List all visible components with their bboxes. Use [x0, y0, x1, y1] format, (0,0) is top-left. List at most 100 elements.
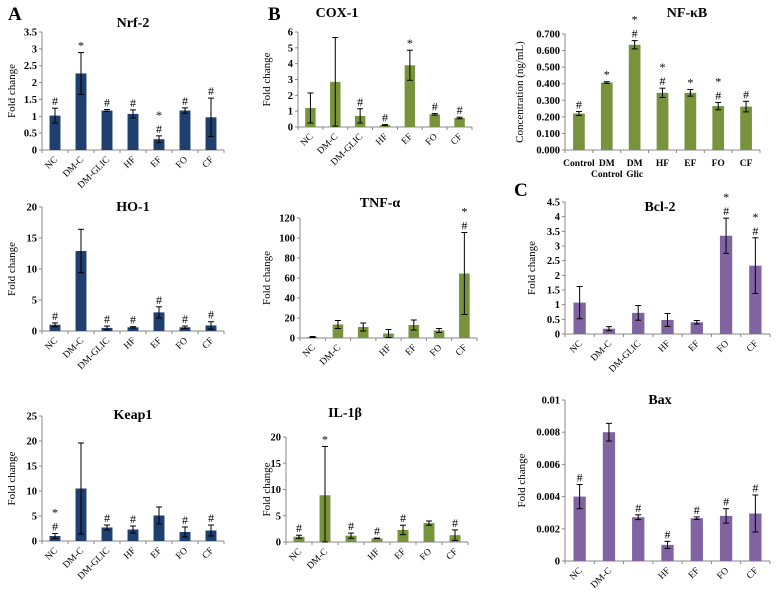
y-tick-label: 120: [279, 214, 295, 225]
y-tick-label: 20: [27, 203, 38, 214]
x-tick-label: EF: [393, 547, 408, 562]
y-tick-label: 0.002: [536, 524, 560, 535]
x-tick-label: DM Control: [591, 159, 623, 180]
x-tick-label: CF: [201, 336, 216, 351]
significance-hash: #: [461, 219, 467, 233]
significance-hash: #: [382, 111, 388, 125]
chart-title: Bax: [648, 393, 671, 408]
significance-hash: #: [752, 481, 758, 495]
bar: [429, 114, 440, 127]
bar: [179, 327, 191, 331]
y-tick-label: 0: [276, 538, 281, 549]
significance-star: *: [322, 432, 328, 446]
y-tick-label: 1: [288, 107, 293, 118]
significance-hash: #: [52, 94, 58, 108]
significance-star: *: [715, 74, 721, 88]
bar: [433, 330, 445, 338]
significance-hash: #: [208, 84, 214, 98]
y-tick-label: 6: [288, 28, 293, 39]
significance-hash: #: [665, 527, 671, 541]
y-tick-label: 2.5: [24, 61, 37, 72]
significance-hash: #: [660, 74, 666, 88]
significance-star: *: [52, 506, 58, 520]
y-tick-label: 0: [32, 537, 37, 548]
significance-hash: #: [130, 96, 136, 110]
y-tick-label: 0.000: [536, 146, 560, 157]
significance-hash: #: [632, 27, 638, 41]
y-axis-label: Concentration (ng/mL): [514, 41, 526, 143]
y-axis-label: Fold change: [6, 242, 18, 296]
x-tick-label: HF: [374, 132, 390, 148]
bar: [719, 235, 733, 334]
bar: [153, 139, 165, 150]
bar: [454, 117, 465, 127]
y-tick-label: 0: [288, 123, 293, 134]
chart-il-1-: IL-1β Fold change 0 5 10 15 20 # NC * DM-C # # HF # EF F…: [261, 406, 469, 572]
y-tick-label: 80: [285, 254, 296, 265]
y-tick-label: 0: [32, 146, 37, 157]
bar: [632, 312, 645, 334]
bar: [423, 523, 435, 542]
x-tick-label: DM-C: [62, 155, 87, 180]
significance-star: *: [78, 39, 84, 53]
x-tick-label: NC: [568, 566, 584, 582]
y-tick-label: 15: [27, 234, 38, 245]
y-tick-label: 0.300: [536, 96, 560, 107]
y-tick-label: 5: [32, 296, 37, 307]
y-tick-label: 0.100: [536, 129, 560, 140]
chart-title: Nrf-2: [117, 16, 150, 31]
y-axis-label: Fold change: [261, 52, 273, 106]
chart-nrf-2: Nrf-2 Fold change 0 0.5 1 1.5 2 2.5 3 3.5 # NC * DM-C…: [6, 16, 225, 191]
significance-star: *: [407, 36, 413, 50]
x-tick-label: EF: [149, 155, 164, 170]
x-tick-label: Control: [563, 159, 595, 169]
bar: [602, 328, 616, 334]
y-tick-label: 25: [27, 412, 38, 423]
significance-star: *: [156, 108, 162, 122]
panel-letter-a: A: [8, 4, 22, 25]
bar: [661, 544, 674, 561]
bar: [661, 319, 674, 334]
x-tick-label: CF: [740, 159, 753, 169]
significance-hash: #: [577, 471, 583, 485]
x-tick-label: FO: [712, 159, 725, 169]
bar: [179, 110, 191, 150]
bar: [153, 515, 165, 541]
bar: [332, 324, 344, 338]
chart-title: HO-1: [116, 200, 149, 215]
significance-hash: #: [52, 309, 58, 323]
significance-star: *: [632, 13, 638, 27]
significance-hash: #: [182, 513, 188, 527]
x-tick-label: HF: [122, 336, 138, 352]
x-tick-label: FO: [174, 155, 190, 171]
x-tick-label: CF: [454, 343, 469, 358]
x-tick-label: HF: [378, 343, 394, 359]
significance-star: *: [687, 76, 693, 90]
panel-letter-b: B: [268, 4, 281, 25]
y-tick-label: 3.5: [547, 227, 560, 238]
bar: [690, 322, 703, 334]
y-axis-label: Fold change: [526, 241, 538, 295]
x-tick-label: NC: [44, 155, 60, 171]
chart-bcl-2: Bcl-2 Fold change 0 0.5 1 1.5 2 2.5 3 3.5 4 4.5 NC DM…: [526, 190, 771, 375]
y-tick-label: 15: [271, 459, 282, 470]
significance-star: *: [461, 205, 467, 219]
chart-bax: Bax Fold change 0 0.002 0.004 0.006 0.008 0.01 #…: [516, 393, 771, 591]
bar: [602, 432, 616, 561]
x-tick-label: DM-GLIC: [608, 339, 644, 375]
significance-hash: #: [576, 98, 582, 112]
x-tick-label: DM-C: [62, 546, 87, 571]
significance-hash: #: [104, 511, 110, 525]
bar: [345, 535, 357, 542]
panel-letter-c: C: [514, 180, 528, 201]
y-tick-label: 3.5: [24, 28, 37, 39]
y-tick-label: 0.5: [547, 315, 560, 326]
y-tick-label: 0.700: [536, 30, 560, 41]
bar: [740, 106, 752, 150]
x-tick-label: NC: [44, 336, 60, 352]
x-tick-label: HF: [366, 547, 382, 563]
y-tick-label: 100: [279, 234, 295, 245]
bar: [371, 538, 383, 542]
